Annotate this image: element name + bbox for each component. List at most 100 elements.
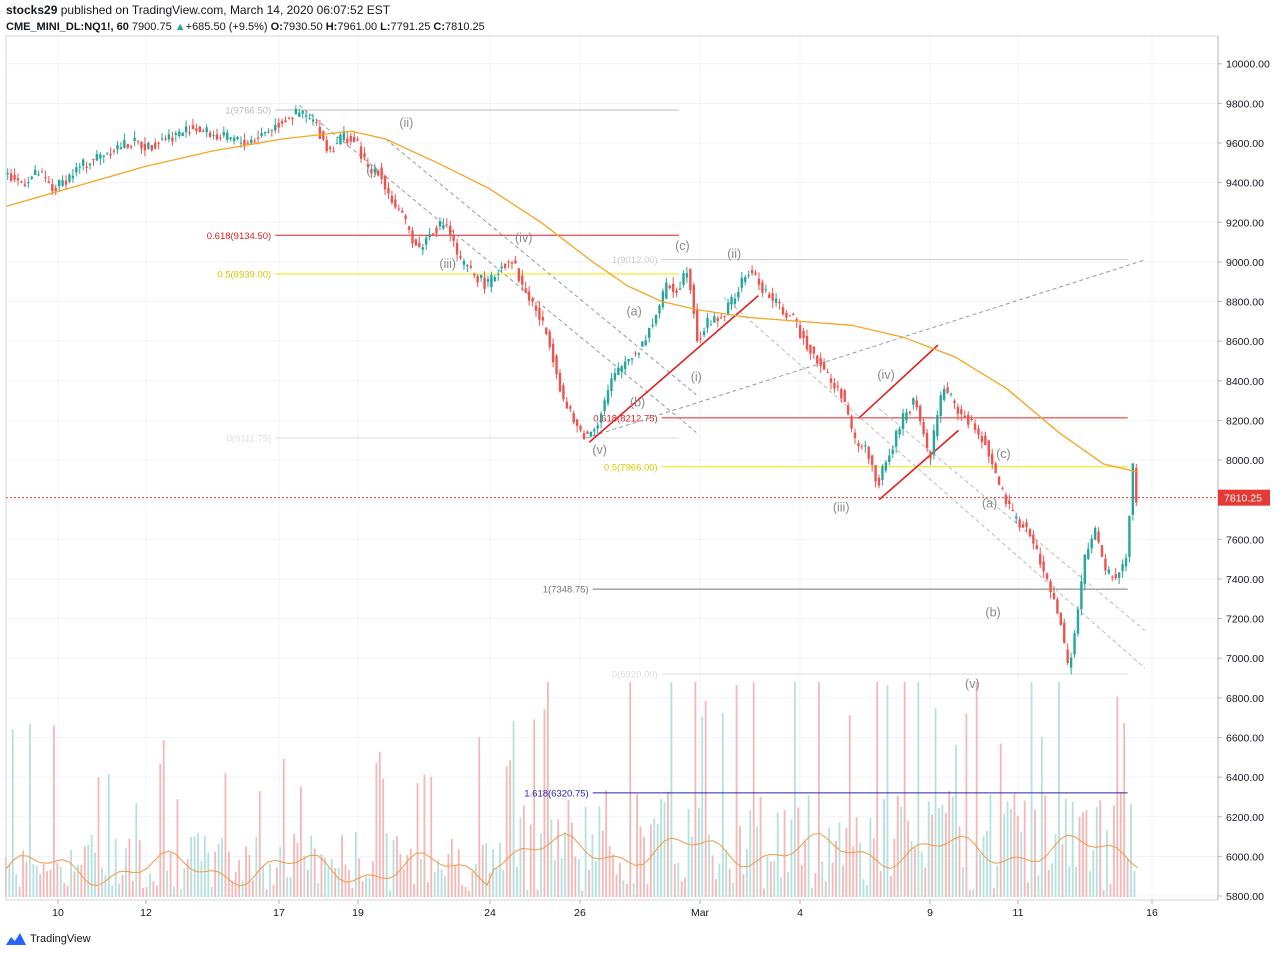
candle-body xyxy=(68,174,71,182)
author-name[interactable]: stocks29 xyxy=(6,3,58,17)
candle-body xyxy=(939,395,942,417)
candle-body xyxy=(88,163,92,166)
candle-body xyxy=(112,150,116,152)
fib-level-label: 0.5(8939.00) xyxy=(217,269,271,280)
candle-body xyxy=(466,265,469,267)
candle-body xyxy=(507,261,510,263)
volume-bar xyxy=(327,867,330,897)
volume-bar xyxy=(972,888,975,897)
volume-bar xyxy=(968,889,971,897)
candle-body xyxy=(171,137,174,142)
candle-body xyxy=(284,120,287,123)
volume-bar xyxy=(526,889,529,897)
candle-body xyxy=(867,446,870,459)
volume-bar xyxy=(372,861,374,897)
candle-body xyxy=(1011,509,1014,511)
trend-line xyxy=(878,408,1146,631)
volume-bar xyxy=(595,860,597,897)
volume-bar xyxy=(251,880,254,897)
volume-bar xyxy=(306,869,309,897)
candle-body xyxy=(191,125,195,130)
volume-bar xyxy=(876,682,879,897)
volume-bar xyxy=(104,874,107,897)
candle-body xyxy=(901,413,905,429)
candle-body xyxy=(380,167,383,179)
candle-body xyxy=(449,225,452,235)
candle-body xyxy=(342,132,346,141)
volume-bar xyxy=(1030,682,1033,897)
volume-bar xyxy=(1037,875,1040,897)
volume-bar xyxy=(512,720,515,897)
volume-bar xyxy=(293,833,295,897)
volume-bar xyxy=(275,867,278,897)
volume-bar xyxy=(735,685,738,897)
candle-body xyxy=(994,463,997,473)
volume-bar xyxy=(289,877,292,897)
volume-bar xyxy=(951,796,954,897)
candle-body xyxy=(551,343,555,363)
candle-body xyxy=(157,142,160,144)
volume-bar xyxy=(128,838,131,897)
candle-body xyxy=(33,169,37,176)
candle-body xyxy=(991,453,994,465)
candle-body xyxy=(394,199,397,208)
candle-body xyxy=(150,145,153,151)
wave-label: (v) xyxy=(965,677,980,691)
volume-bar xyxy=(821,861,824,897)
volume-bar xyxy=(817,682,820,897)
candle-body xyxy=(143,143,147,151)
candle-body xyxy=(1090,538,1093,549)
volume-bar xyxy=(409,848,412,897)
candle-body xyxy=(973,423,977,430)
candle-body xyxy=(678,288,682,290)
volume-bar xyxy=(732,882,735,897)
candle-body xyxy=(476,275,479,283)
candle-body xyxy=(1117,572,1121,578)
volume-bar xyxy=(1023,800,1026,897)
candle-body xyxy=(702,331,706,335)
candle-body xyxy=(1093,528,1097,540)
candle-body xyxy=(891,449,894,454)
volume-bar xyxy=(660,798,662,897)
candle-body xyxy=(75,167,78,173)
footer-brand[interactable]: TradingView xyxy=(6,930,91,948)
candle-body xyxy=(178,131,181,136)
candle-body xyxy=(226,132,229,140)
candle-body xyxy=(840,389,843,399)
candle-body xyxy=(778,302,781,304)
volume-bar xyxy=(49,869,52,897)
volume-bar xyxy=(694,682,697,897)
volume-bar xyxy=(238,860,241,897)
candle-body xyxy=(267,131,270,133)
candle-body xyxy=(435,227,438,234)
candle-body xyxy=(654,314,658,324)
candle-body xyxy=(634,352,637,354)
candle-body xyxy=(1076,609,1080,634)
volume-bar xyxy=(715,879,717,897)
volume-bar xyxy=(574,856,577,897)
candle-body xyxy=(253,140,256,142)
candle-body xyxy=(617,367,620,376)
candle-body xyxy=(788,315,792,317)
candle-body xyxy=(946,387,949,393)
volume-bar xyxy=(152,881,155,897)
volume-bar xyxy=(677,862,680,897)
volume-bar xyxy=(224,773,227,897)
candle-body xyxy=(335,143,339,145)
candle-body xyxy=(133,137,136,142)
wave-label: (a) xyxy=(982,497,997,511)
volume-bar xyxy=(272,884,275,897)
candle-body xyxy=(459,256,462,259)
candle-body xyxy=(774,298,778,303)
fib-level-label: 1.618(6320.75) xyxy=(524,788,588,799)
candle-body xyxy=(123,140,126,148)
volume-bar xyxy=(330,859,333,897)
candle-body xyxy=(822,362,826,370)
candle-body xyxy=(198,126,202,133)
volume-bar xyxy=(989,794,992,897)
candle-body xyxy=(1124,558,1128,567)
candle-body xyxy=(627,358,630,362)
symbol-label[interactable]: CME_MINI_DL:NQ1!, 60 xyxy=(6,21,129,33)
candles xyxy=(6,105,1138,675)
